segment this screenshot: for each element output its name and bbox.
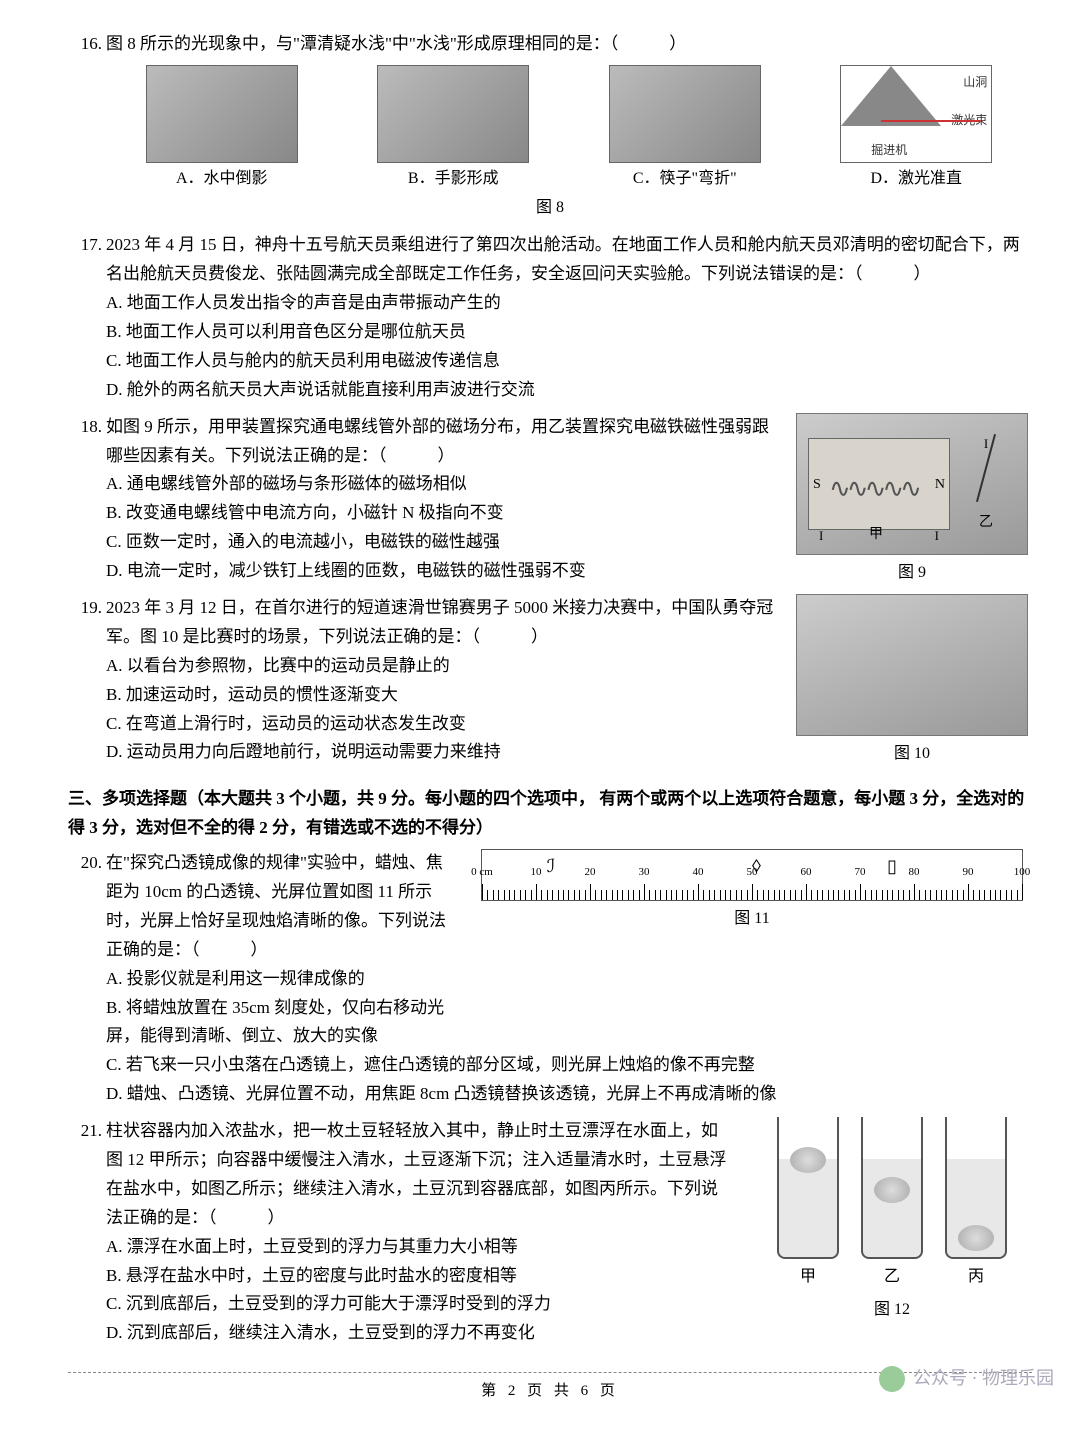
q16-figure-row: A．水中倒影 B．手影形成 C．筷子"弯折" 山洞 激光束 掘进机 D．激光准直	[106, 65, 1032, 192]
q17-opt-a: A. 地面工作人员发出指令的声音是由声带振动产生的	[106, 289, 1032, 318]
q20-figure: ℐ ◊ ▯ 0 cm102030405060708090100 图 11	[472, 849, 1032, 932]
q20-opt-d: D. 蜡烛、凸透镜、光屏位置不动，用焦距 8cm 凸透镜替换该透镜，光屏上不再成…	[106, 1080, 1032, 1109]
q16-fig-b: B．手影形成	[377, 65, 529, 192]
n-pole-label: N	[935, 473, 945, 497]
q21-number: 21.	[68, 1117, 106, 1146]
q17-text: 2023 年 4 月 15 日，神舟十五号航天员乘组进行了第四次出舱活动。在地面…	[106, 231, 1032, 289]
q19-fig-caption: 图 10	[792, 740, 1032, 767]
q19-opt-d: D. 运动员用力向后蹬地前行，说明运动需要力来维持	[106, 738, 774, 767]
q16-number: 16.	[68, 30, 106, 59]
q16-fig-a: A．水中倒影	[146, 65, 298, 192]
skating-photo-icon	[796, 594, 1028, 736]
solenoid-diagram-icon: S ∿∿∿∿∿ N I 甲 I I 乙	[796, 413, 1028, 555]
q16-opt-b: B．手影形成	[377, 165, 529, 192]
q17-opt-d: D. 舱外的两名航天员大声说话就能直接利用声波进行交流	[106, 376, 1032, 405]
q21-figure: 甲 乙 丙 图 12	[752, 1117, 1032, 1323]
q18-text: 如图 9 所示，用甲装置探究通电螺线管外部的磁场分布，用乙装置探究电磁铁磁性强弱…	[106, 413, 774, 471]
q20-text: 在"探究凸透镜成像的规律"实验中，蜡烛、焦距为 10cm 的凸透镜、光屏位置如图…	[106, 849, 454, 965]
q19-opt-b: B. 加速运动时，运动员的惯性逐渐变大	[106, 681, 774, 710]
q16-fig-c: C．筷子"弯折"	[609, 65, 761, 192]
q16-fig-caption: 图 8	[68, 194, 1032, 221]
wechat-icon	[879, 1366, 905, 1392]
q18-figure: S ∿∿∿∿∿ N I 甲 I I 乙 图 9	[792, 413, 1032, 586]
watermark: 公众号 · 物理乐园	[879, 1363, 1054, 1394]
candle-icon: ℐ	[547, 851, 555, 882]
cave-label: 山洞	[963, 72, 987, 92]
i-label-1: I	[819, 525, 823, 547]
question-17: 17. 2023 年 4 月 15 日，神舟十五号航天员乘组进行了第四次出舱活动…	[68, 231, 1032, 404]
yi-label: 乙	[956, 511, 1016, 535]
s-pole-label: S	[813, 473, 821, 497]
q18-fig-caption: 图 9	[792, 559, 1032, 586]
question-21: 21. 柱状容器内加入浓盐水，把一枚土豆轻轻放入其中，静止时土豆漂浮在水面上，如…	[68, 1117, 1032, 1348]
q17-number: 17.	[68, 231, 106, 260]
q20-opt-b: B. 将蜡烛放置在 35cm 刻度处，仅向右移动光屏，能得到清晰、倒立、放大的实…	[106, 994, 454, 1052]
jia-label: 甲	[777, 1263, 839, 1290]
q19-text: 2023 年 3 月 12 日，在首尔进行的短道速滑世锦赛男子 5000 米接力…	[106, 594, 774, 652]
q21-text: 柱状容器内加入浓盐水，把一枚土豆轻轻放入其中，静止时土豆漂浮在水面上，如图 12…	[106, 1117, 734, 1233]
question-19: 19. 2023 年 3 月 12 日，在首尔进行的短道速滑世锦赛男子 5000…	[68, 594, 1032, 767]
i-label-3: I	[956, 433, 1016, 455]
laser-diagram-icon: 山洞 激光束 掘进机	[840, 65, 992, 163]
machine-label: 掘进机	[871, 140, 907, 160]
q19-opt-c: C. 在弯道上滑行时，运动员的运动状态发生改变	[106, 710, 774, 739]
q16-opt-d: D．激光准直	[840, 165, 992, 192]
question-18: 18. 如图 9 所示，用甲装置探究通电螺线管外部的磁场分布，用乙装置探究电磁铁…	[68, 413, 1032, 586]
beaker-bing-icon	[945, 1117, 1007, 1259]
screen-icon: ▯	[887, 851, 897, 882]
q21-fig-caption: 图 12	[752, 1296, 1032, 1323]
q21-opt-d: D. 沉到底部后，继续注入清水，土豆受到的浮力不再变化	[106, 1319, 734, 1348]
q16-opt-c: C．筷子"弯折"	[609, 165, 761, 192]
jia-label: 甲	[869, 523, 883, 547]
q18-number: 18.	[68, 413, 106, 442]
q18-opt-b: B. 改变通电螺线管中电流方向，小磁针 N 极指向不变	[106, 499, 774, 528]
beakers-diagram-icon: 甲 乙 丙	[752, 1117, 1032, 1290]
q21-opt-a: A. 漂浮在水面上时，土豆受到的浮力与其重力大小相等	[106, 1233, 734, 1262]
watermark-text: 公众号 · 物理乐园	[913, 1363, 1054, 1394]
q16-fig-d: 山洞 激光束 掘进机 D．激光准直	[840, 65, 992, 192]
q20-opt-a: A. 投影仪就是利用这一规律成像的	[106, 965, 454, 994]
q19-opt-a: A. 以看台为参照物，比赛中的运动员是静止的	[106, 652, 774, 681]
q16-text: 图 8 所示的光现象中，与"潭清疑水浅"中"水浅"形成原理相同的是：（ ）	[106, 30, 1032, 59]
q17-opt-b: B. 地面工作人员可以利用音色区分是哪位航天员	[106, 318, 1032, 347]
q19-figure: 图 10	[792, 594, 1032, 767]
beaker-jia-icon	[777, 1117, 839, 1259]
q17-opt-c: C. 地面工作人员与舱内的航天员利用电磁波传递信息	[106, 347, 1032, 376]
q21-opt-b: B. 悬浮在盐水中时，土豆的密度与此时盐水的密度相等	[106, 1262, 734, 1291]
q18-opt-c: C. 匝数一定时，通入的电流越小，电磁铁的磁性越强	[106, 528, 774, 557]
i-label-2: I	[935, 525, 939, 547]
q21-opt-c: C. 沉到底部后，土豆受到的浮力可能大于漂浮时受到的浮力	[106, 1290, 734, 1319]
optical-bench-ruler-icon: ℐ ◊ ▯ 0 cm102030405060708090100	[481, 849, 1023, 901]
reflection-image-icon	[146, 65, 298, 163]
q16-opt-a: A．水中倒影	[146, 165, 298, 192]
question-16: 16. 图 8 所示的光现象中，与"潭清疑水浅"中"水浅"形成原理相同的是：（ …	[68, 30, 1032, 221]
q20-number: 20.	[68, 849, 106, 878]
yi-label: 乙	[861, 1263, 923, 1290]
section-3-heading: 三、多项选择题（本大题共 3 个小题，共 9 分。每小题的四个选项中， 有两个或…	[68, 785, 1032, 843]
beaker-yi-icon	[861, 1117, 923, 1259]
hand-shadow-image-icon	[377, 65, 529, 163]
q20-opt-c: C. 若飞来一只小虫落在凸透镜上，遮住凸透镜的部分区域，则光屏上烛焰的像不再完整	[106, 1051, 1032, 1080]
q19-number: 19.	[68, 594, 106, 623]
q18-opt-d: D. 电流一定时，减少铁钉上线圈的匝数，电磁铁的磁性强弱不变	[106, 557, 774, 586]
q20-fig-caption: 图 11	[472, 905, 1032, 932]
chopstick-bend-image-icon	[609, 65, 761, 163]
bing-label: 丙	[945, 1263, 1007, 1290]
q18-opt-a: A. 通电螺线管外部的磁场与条形磁体的磁场相似	[106, 470, 774, 499]
question-20: 20. 在"探究凸透镜成像的规律"实验中，蜡烛、焦距为 10cm 的凸透镜、光屏…	[68, 849, 1032, 1109]
